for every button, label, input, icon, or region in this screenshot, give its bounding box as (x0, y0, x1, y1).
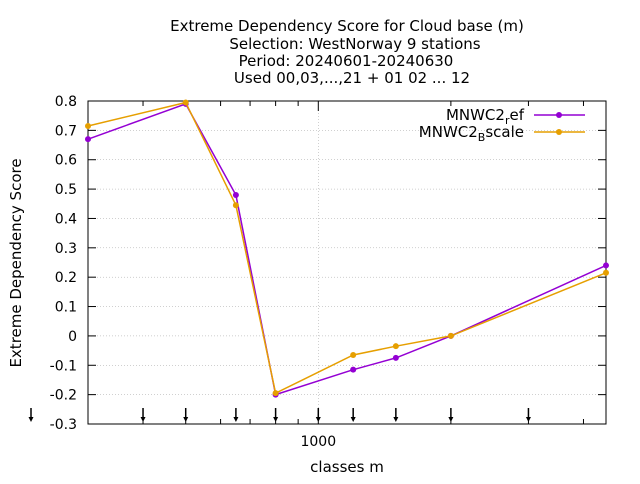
class-marker-arrow (315, 417, 321, 422)
x-tick-label: 1000 (300, 434, 336, 450)
legend-label: MNWC2ref (446, 106, 525, 127)
data-point (350, 366, 357, 373)
data-point (232, 202, 239, 209)
data-point (85, 122, 91, 129)
data-point (182, 99, 189, 106)
data-point (392, 343, 399, 350)
class-marker-arrow (183, 417, 189, 422)
x-axis-label: classes m (310, 458, 384, 476)
y-axis-label: Extreme Dependency Score (7, 158, 25, 367)
data-point (392, 354, 399, 361)
y-tick-label: 0.5 (55, 182, 77, 198)
series-MNWC2_Bscale (85, 99, 609, 397)
y-tick-label: 0.7 (55, 123, 77, 139)
data-point (603, 262, 609, 269)
class-marker-arrow (233, 417, 239, 422)
chart-title-line-2: Selection: WestNorway 9 stations (229, 35, 480, 53)
y-tick-label: 0.6 (55, 153, 77, 169)
data-point (232, 191, 239, 198)
data-point (447, 332, 454, 339)
series-MNWC2_ref (85, 100, 609, 398)
series-line (87, 102, 607, 396)
class-marker-arrow (140, 417, 146, 422)
legend-label: MNWC2Bscale (419, 123, 524, 144)
y-tick-label: 0.3 (55, 241, 77, 257)
class-marker-arrow (448, 417, 454, 422)
class-marker-arrow (393, 417, 399, 422)
series-line (87, 101, 607, 395)
data-point (350, 351, 357, 358)
series-layer (85, 99, 609, 398)
chart-title-line-1: Extreme Dependency Score for Cloud base … (170, 17, 524, 35)
plot-border (87, 100, 607, 425)
y-tick-label: -0.3 (50, 417, 77, 433)
legend-marker (556, 129, 562, 135)
axes: -0.3 -0.2 -0.1 0 0.1 0.2 0.3 0.4 0.5 0.6 0.7 0.8 100… (28, 94, 607, 450)
y-tick-label: 0 (68, 329, 77, 345)
chart-title-line-3: Period: 20240601-20240630 (239, 52, 454, 70)
data-point (272, 390, 279, 397)
class-marker-arrow (525, 417, 531, 422)
y-tick-label: 0.1 (55, 300, 77, 316)
y-tick-label: 0.8 (55, 94, 77, 110)
y-tick-label: -0.1 (50, 358, 77, 374)
class-marker-arrow (28, 417, 34, 422)
class-marker-arrow (273, 417, 279, 422)
class-marker-arrow (350, 417, 356, 422)
labels: Extreme Dependency Score for Cloud base … (7, 17, 524, 476)
grid-lines (88, 100, 606, 425)
y-tick-label: -0.2 (50, 388, 77, 404)
legend-marker (556, 112, 562, 118)
chart-title-line-4: Used 00,03,...,21 + 01 02 ... 12 (234, 69, 470, 87)
y-tick-label: 0.2 (55, 270, 77, 286)
data-point (85, 136, 91, 143)
data-point (603, 269, 609, 276)
y-tick-label: 0.4 (55, 211, 77, 227)
